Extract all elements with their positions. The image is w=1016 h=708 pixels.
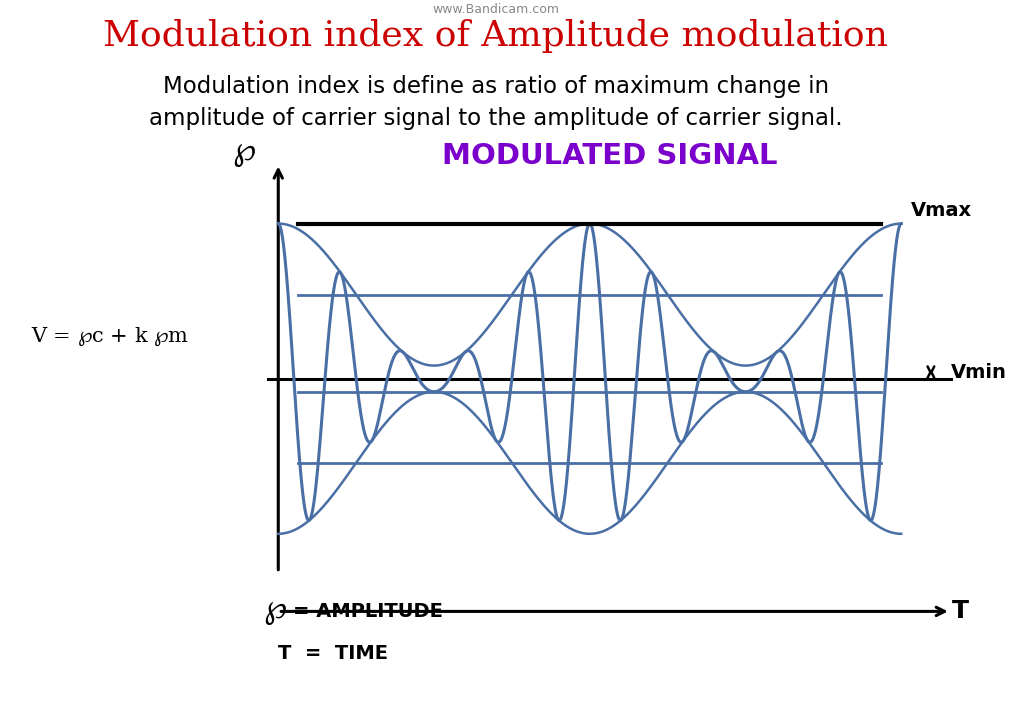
Text: Modulation index of Amplitude modulation: Modulation index of Amplitude modulation [104, 19, 888, 53]
Text: Vmax: Vmax [911, 201, 972, 220]
Text: = AMPLITUDE: = AMPLITUDE [293, 602, 443, 621]
Text: T  =  TIME: T = TIME [278, 644, 388, 663]
Text: Modulation index is define as ratio of maximum change in: Modulation index is define as ratio of m… [163, 76, 829, 98]
Text: $\wp$: $\wp$ [232, 137, 256, 169]
Text: www.Bandicam.com: www.Bandicam.com [433, 3, 560, 16]
Text: Vmin: Vmin [951, 362, 1007, 382]
Text: MODULATED SIGNAL: MODULATED SIGNAL [442, 142, 777, 171]
Text: $\wp$: $\wp$ [263, 595, 288, 627]
Text: T: T [952, 600, 969, 624]
Text: V = $\wp$c + k $\wp$m: V = $\wp$c + k $\wp$m [31, 325, 189, 348]
Text: amplitude of carrier signal to the amplitude of carrier signal.: amplitude of carrier signal to the ampli… [149, 107, 842, 130]
